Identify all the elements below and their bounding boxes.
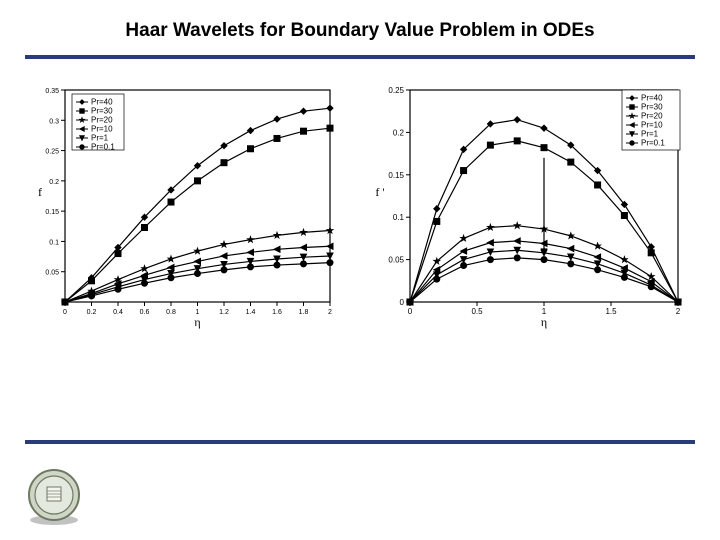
svg-text:1.8: 1.8 (299, 309, 309, 316)
svg-text:0: 0 (400, 298, 405, 307)
svg-text:0.2: 0.2 (49, 179, 59, 186)
svg-text:0.35: 0.35 (45, 88, 59, 95)
svg-text:Pr=20: Pr=20 (91, 116, 113, 125)
logo-icon (25, 467, 83, 525)
svg-text:Pr=40: Pr=40 (641, 94, 663, 103)
svg-text:η: η (541, 315, 547, 329)
svg-text:0.05: 0.05 (45, 270, 59, 277)
svg-text:0.6: 0.6 (140, 309, 150, 316)
svg-text:0.1: 0.1 (393, 213, 405, 222)
svg-text:Pr=1: Pr=1 (91, 134, 109, 143)
svg-text:1.4: 1.4 (246, 309, 256, 316)
bottom-rule (25, 440, 695, 444)
chart-right: 00.511.5200.050.10.150.20.25ηf 'Pr=40Pr=… (370, 80, 690, 330)
svg-text:Pr=10: Pr=10 (641, 121, 663, 130)
svg-text:2: 2 (328, 309, 332, 316)
svg-text:0.1: 0.1 (49, 239, 59, 246)
svg-text:f ': f ' (375, 185, 384, 199)
svg-text:2: 2 (676, 307, 681, 316)
svg-text:Pr=30: Pr=30 (91, 107, 113, 116)
svg-text:0.15: 0.15 (388, 171, 404, 180)
svg-text:0.2: 0.2 (393, 128, 405, 137)
svg-text:η: η (194, 315, 200, 329)
svg-text:Pr=0.1: Pr=0.1 (91, 143, 115, 152)
svg-text:Pr=0.1: Pr=0.1 (641, 139, 665, 148)
svg-text:0.05: 0.05 (388, 256, 404, 265)
svg-text:0.25: 0.25 (45, 149, 59, 156)
chart-left: 00.20.40.60.811.21.41.61.820.050.10.150.… (30, 80, 340, 330)
svg-text:0.25: 0.25 (388, 86, 404, 95)
svg-text:Pr=20: Pr=20 (641, 112, 663, 121)
svg-text:Pr=40: Pr=40 (91, 98, 113, 107)
svg-text:Pr=30: Pr=30 (641, 103, 663, 112)
svg-text:Pr=1: Pr=1 (641, 130, 659, 139)
svg-text:0.3: 0.3 (49, 118, 59, 125)
svg-text:0.2: 0.2 (87, 309, 97, 316)
slide-title: Haar Wavelets for Boundary Value Problem… (50, 20, 670, 42)
svg-text:0.8: 0.8 (166, 309, 176, 316)
svg-text:f: f (38, 185, 42, 199)
svg-text:Pr=10: Pr=10 (91, 125, 113, 134)
svg-text:0: 0 (408, 307, 413, 316)
svg-text:0: 0 (63, 309, 67, 316)
svg-text:1.5: 1.5 (605, 307, 617, 316)
top-rule (25, 55, 695, 59)
svg-text:1.6: 1.6 (272, 309, 282, 316)
svg-text:0.4: 0.4 (113, 309, 123, 316)
svg-text:0.5: 0.5 (471, 307, 483, 316)
svg-text:0.15: 0.15 (45, 209, 59, 216)
svg-text:1.2: 1.2 (219, 309, 229, 316)
